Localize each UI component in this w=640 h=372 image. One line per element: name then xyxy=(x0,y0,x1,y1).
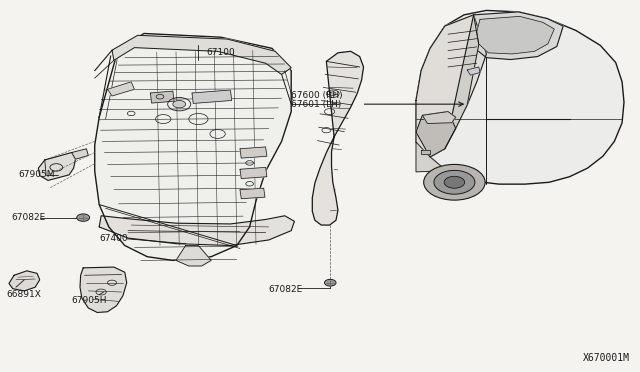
Circle shape xyxy=(77,214,90,221)
Text: X670001M: X670001M xyxy=(584,353,630,363)
Polygon shape xyxy=(416,142,454,172)
Polygon shape xyxy=(240,167,267,179)
Polygon shape xyxy=(80,267,127,312)
Polygon shape xyxy=(472,12,563,60)
Circle shape xyxy=(327,281,333,285)
Text: 67100: 67100 xyxy=(206,48,235,57)
Polygon shape xyxy=(108,82,134,96)
Text: 67600 (RH): 67600 (RH) xyxy=(291,92,343,100)
Circle shape xyxy=(324,279,336,286)
Text: 67601 (LH): 67601 (LH) xyxy=(291,100,342,109)
Polygon shape xyxy=(99,216,294,246)
Circle shape xyxy=(330,92,336,96)
Polygon shape xyxy=(150,91,174,103)
Polygon shape xyxy=(38,153,76,180)
Polygon shape xyxy=(445,15,479,149)
Text: 67905H: 67905H xyxy=(72,296,107,305)
Polygon shape xyxy=(421,150,430,154)
Circle shape xyxy=(444,176,465,188)
Text: 66891X: 66891X xyxy=(6,290,41,299)
Text: 67082E: 67082E xyxy=(269,285,303,294)
Text: 67905M: 67905M xyxy=(18,170,54,179)
Polygon shape xyxy=(72,149,88,159)
Circle shape xyxy=(173,100,186,108)
Text: 67082E: 67082E xyxy=(12,213,46,222)
Polygon shape xyxy=(416,15,486,157)
Text: 67400: 67400 xyxy=(99,234,128,243)
Polygon shape xyxy=(95,33,291,260)
Polygon shape xyxy=(416,112,456,157)
Circle shape xyxy=(79,215,87,220)
Polygon shape xyxy=(9,271,40,291)
Polygon shape xyxy=(176,246,211,266)
Polygon shape xyxy=(467,67,480,75)
Polygon shape xyxy=(477,16,554,54)
Circle shape xyxy=(424,164,485,200)
Polygon shape xyxy=(240,147,267,158)
Polygon shape xyxy=(192,90,232,103)
Polygon shape xyxy=(422,112,456,124)
Polygon shape xyxy=(312,51,364,225)
Polygon shape xyxy=(416,10,624,184)
Polygon shape xyxy=(112,35,291,74)
Polygon shape xyxy=(240,188,265,199)
Circle shape xyxy=(434,170,475,194)
